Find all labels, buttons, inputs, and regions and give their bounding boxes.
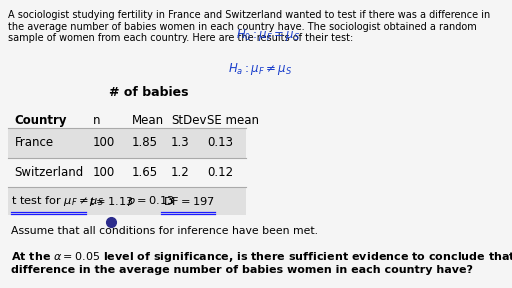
Text: 100: 100 (93, 166, 115, 179)
Text: # of babies: # of babies (109, 86, 188, 98)
Text: France: France (14, 136, 54, 149)
Bar (8, 187, 246, 215)
Text: Country: Country (14, 114, 67, 127)
Text: $t = 1.13$: $t = 1.13$ (89, 195, 134, 207)
Text: At the $\alpha = 0.05$ level of significance, is there sufficient evidence to co: At the $\alpha = 0.05$ level of signific… (11, 249, 512, 275)
Text: 100: 100 (93, 136, 115, 149)
Text: 1.2: 1.2 (171, 166, 190, 179)
Text: 0.12: 0.12 (207, 166, 233, 179)
Text: t test for $\mu_F \neq \mu_S$: t test for $\mu_F \neq \mu_S$ (11, 194, 104, 208)
Bar (8, 158, 246, 187)
Text: 1.3: 1.3 (171, 136, 190, 149)
Text: Mean: Mean (132, 114, 164, 127)
Text: 0.13: 0.13 (207, 136, 233, 149)
Text: 1.85: 1.85 (132, 136, 158, 149)
Bar (8, 129, 246, 158)
Text: Assume that all conditions for inference have been met.: Assume that all conditions for inference… (11, 226, 318, 236)
Text: SE mean: SE mean (207, 114, 259, 127)
Text: $\mathrm{DF} = 197$: $\mathrm{DF} = 197$ (163, 195, 215, 207)
Text: n: n (93, 114, 100, 127)
Text: $H_0: \mu_F = \mu_S$: $H_0: \mu_F = \mu_S$ (237, 27, 301, 43)
Text: Switzerland: Switzerland (14, 166, 83, 179)
Text: A sociologist studying fertility in France and Switzerland wanted to test if the: A sociologist studying fertility in Fran… (8, 10, 490, 43)
Text: $p = 0.13$: $p = 0.13$ (127, 194, 175, 208)
Text: 1.65: 1.65 (132, 166, 158, 179)
Text: $H_a: \mu_F \neq \mu_S$: $H_a: \mu_F \neq \mu_S$ (228, 61, 292, 77)
Text: StDev: StDev (171, 114, 207, 127)
